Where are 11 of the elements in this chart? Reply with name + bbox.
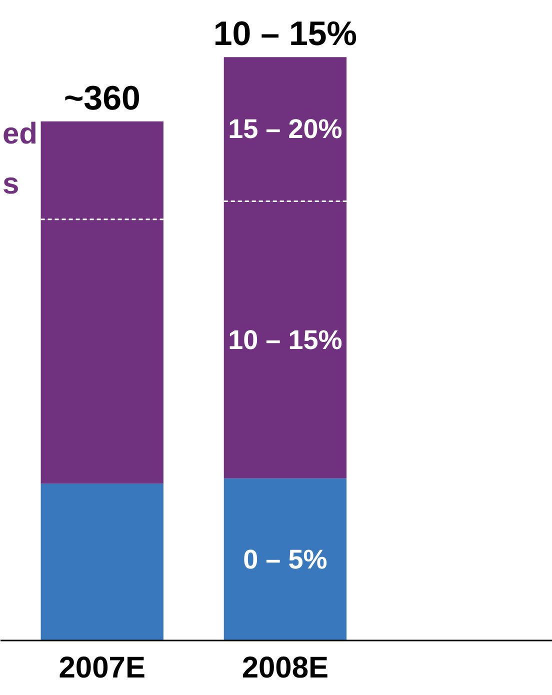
x-tick-label: 2008E <box>242 652 329 684</box>
annotation: ed <box>2 118 38 150</box>
bar <box>224 478 347 640</box>
annotation: s <box>2 168 20 200</box>
series-label: 0 – 5% <box>243 544 328 574</box>
series-label: 15 – 20% <box>228 114 342 144</box>
x-tick-label: 2007E <box>58 652 146 684</box>
annotation: 10 – 15% <box>213 15 358 54</box>
series-label: 10 – 15% <box>228 324 342 355</box>
annotation: ~360 <box>64 79 140 118</box>
bar <box>40 484 164 640</box>
